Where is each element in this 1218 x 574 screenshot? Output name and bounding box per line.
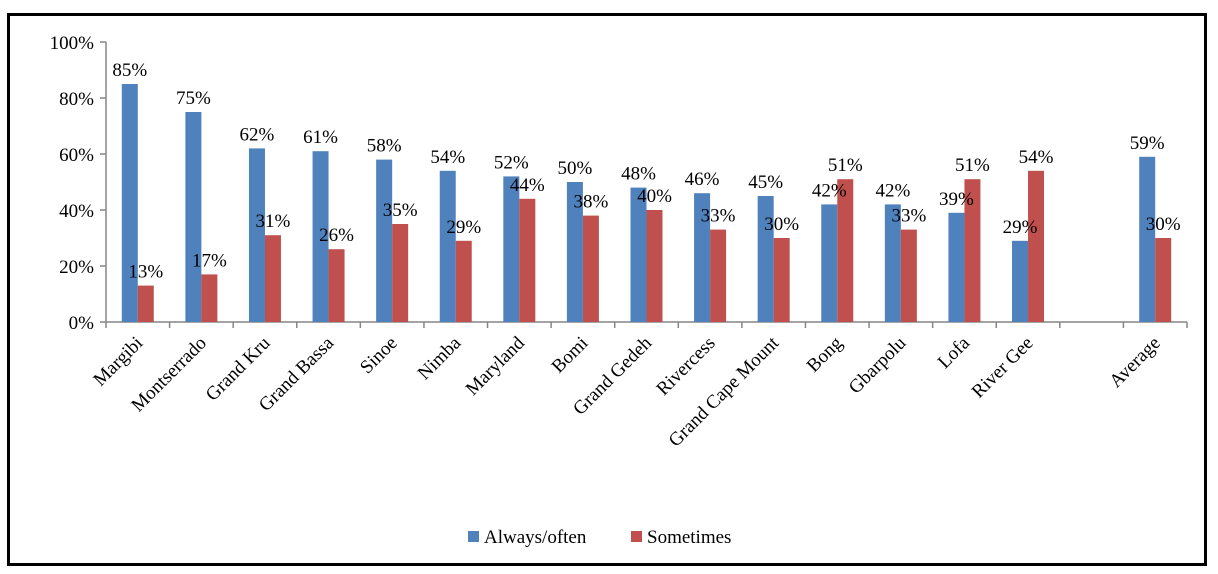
- category-label: Maryland: [462, 332, 529, 399]
- data-label-always-often: 75%: [176, 88, 211, 109]
- bar-always-often: [566, 182, 583, 322]
- bar-always-often: [821, 204, 838, 322]
- bar-always-often: [185, 112, 202, 322]
- category-label: Bong: [803, 332, 847, 376]
- data-label-sometimes: 54%: [1019, 147, 1054, 168]
- bar-always-often: [312, 151, 329, 322]
- data-label-sometimes: 31%: [256, 211, 291, 232]
- figure-caption-cut: [0, 0, 1218, 10]
- y-axis: 0% 20% 40% 60% 80% 100%: [50, 33, 1188, 334]
- data-label-sometimes: 26%: [319, 225, 354, 246]
- data-label-sometimes: 13%: [128, 262, 163, 283]
- bar-always-often: [503, 176, 520, 322]
- data-label-sometimes: 33%: [701, 206, 736, 227]
- data-label-always-often: 39%: [939, 189, 974, 210]
- category-label: Average: [1105, 333, 1164, 392]
- data-label-always-often: 62%: [240, 124, 275, 145]
- legend-swatch: [468, 531, 479, 542]
- y-tick-label: 20%: [59, 257, 94, 278]
- data-label-sometimes: 38%: [573, 192, 608, 213]
- data-label-always-often: 52%: [494, 152, 529, 173]
- data-label-sometimes: 35%: [383, 200, 418, 221]
- data-label-sometimes: 30%: [764, 214, 799, 235]
- category-label: Margibi: [89, 333, 147, 391]
- category-label: Gbarpolu: [845, 332, 911, 398]
- category-label: Bomi: [548, 333, 593, 378]
- bar-sometimes: [328, 249, 345, 322]
- bar-sometimes: [1155, 238, 1172, 322]
- y-tick-label: 60%: [59, 145, 94, 166]
- bar-always-often: [121, 84, 138, 322]
- bar-sometimes: [137, 285, 154, 322]
- y-tick-label: 80%: [59, 89, 94, 110]
- legend-swatch: [631, 531, 642, 542]
- chart-frame: 0% 20% 40% 60% 80% 100% 85% 13% 75% 17% 62% 31% 61%…: [7, 13, 1207, 566]
- data-label-always-often: 46%: [685, 169, 720, 190]
- bar-always-often: [439, 170, 456, 322]
- data-label-always-often: 29%: [1003, 217, 1038, 238]
- bar-always-often: [376, 159, 393, 322]
- bars: [121, 84, 1172, 322]
- bar-sometimes: [264, 235, 281, 322]
- data-label-always-often: 48%: [621, 164, 656, 185]
- bar-sometimes: [582, 215, 599, 322]
- data-label-sometimes: 44%: [510, 175, 545, 196]
- data-label-always-often: 54%: [430, 147, 465, 168]
- bar-always-often: [1012, 240, 1029, 322]
- category-label: Nimba: [414, 332, 466, 384]
- data-label-always-often: 50%: [557, 158, 592, 179]
- bar-sometimes: [519, 198, 536, 322]
- bar-always-often: [630, 187, 647, 322]
- bar-always-often: [948, 212, 965, 322]
- data-labels: 85%13%75%17%62%31%61%26%58%35%54%29%52%4…: [112, 60, 1180, 283]
- data-label-sometimes: 51%: [955, 155, 990, 176]
- data-label-always-often: 61%: [303, 127, 338, 148]
- bar-always-often: [1139, 156, 1156, 322]
- data-label-sometimes: 40%: [637, 186, 672, 207]
- category-label: Lofa: [934, 332, 975, 373]
- bar-sometimes: [837, 179, 854, 322]
- category-label: Grand Cape Mount: [665, 332, 784, 451]
- data-label-always-often: 42%: [875, 180, 910, 201]
- bar-sometimes: [964, 179, 981, 322]
- bar-always-often: [757, 196, 774, 322]
- bar-sometimes: [646, 210, 663, 322]
- data-label-sometimes: 29%: [446, 217, 481, 238]
- category-label: River Gee: [968, 333, 1038, 403]
- legend: Always/often Sometimes: [468, 527, 731, 548]
- data-label-sometimes: 33%: [891, 206, 926, 227]
- data-label-sometimes: 17%: [192, 250, 227, 271]
- category-label: Rivercess: [653, 333, 720, 400]
- data-label-always-often: 85%: [112, 60, 147, 81]
- data-label-always-often: 59%: [1130, 133, 1165, 154]
- data-label-always-often: 42%: [812, 180, 847, 201]
- y-tick-label: 100%: [50, 33, 95, 54]
- grouped-bar-chart: 0% 20% 40% 60% 80% 100% 85% 13% 75% 17% 62% 31% 61%…: [50, 33, 1188, 548]
- bar-sometimes: [710, 229, 727, 322]
- data-label-sometimes: 51%: [828, 155, 863, 176]
- data-label-sometimes: 30%: [1146, 214, 1181, 235]
- bar-sometimes: [1028, 170, 1045, 322]
- data-label-always-often: 45%: [748, 172, 783, 193]
- y-tick-label: 40%: [59, 201, 94, 222]
- bar-sometimes: [455, 240, 472, 322]
- bar-sometimes: [392, 224, 409, 322]
- bar-sometimes: [201, 274, 218, 322]
- bar-always-often: [248, 148, 265, 322]
- legend-label: Always/often: [484, 527, 587, 548]
- category-label: Sinoe: [356, 333, 401, 378]
- bar-always-often: [884, 204, 901, 322]
- bar-sometimes: [900, 229, 917, 322]
- bar-always-often: [694, 193, 711, 322]
- data-label-always-often: 58%: [367, 136, 402, 157]
- bar-sometimes: [773, 238, 790, 322]
- legend-label: Sometimes: [647, 527, 731, 548]
- y-tick-label: 0%: [69, 313, 95, 334]
